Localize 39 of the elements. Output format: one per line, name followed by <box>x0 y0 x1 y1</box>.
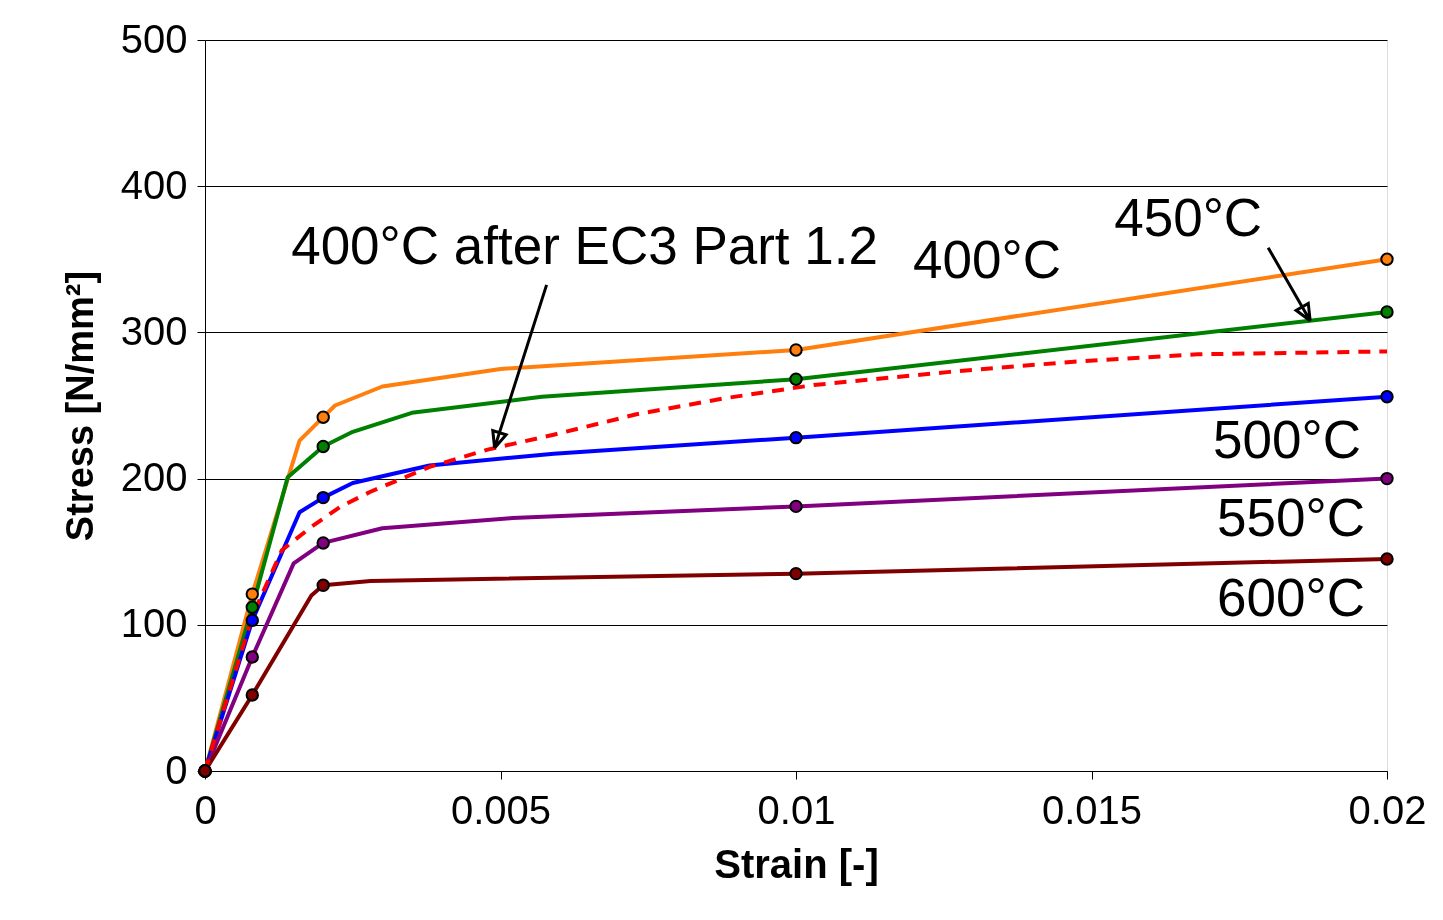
y-tick-label: 300 <box>120 308 188 353</box>
point <box>789 343 803 357</box>
point <box>1380 471 1394 486</box>
point <box>789 430 803 445</box>
point <box>245 650 259 664</box>
x-axis-title: Strain [-] <box>714 841 879 886</box>
x-tick-label: 0.015 <box>1041 787 1143 832</box>
annotation: 400°C after EC3 Part 1.2 <box>291 215 879 275</box>
x-tick-label: 0.01 <box>757 787 836 832</box>
x-tick-label: 0.02 <box>1348 787 1427 832</box>
x-tick-label: 0.005 <box>450 787 552 832</box>
point <box>316 536 330 550</box>
point <box>245 587 259 601</box>
y-tick-label: 0 <box>165 747 188 792</box>
point <box>316 410 330 424</box>
point <box>789 566 803 581</box>
point <box>1380 552 1394 566</box>
point <box>1380 252 1394 266</box>
point <box>789 372 803 386</box>
y-tick-label: 400 <box>120 162 188 207</box>
point <box>1380 305 1394 319</box>
annotation: 500°C <box>1213 410 1361 469</box>
annotation: 400°C <box>913 230 1061 289</box>
annotation: 450°C <box>1114 187 1263 247</box>
y-tick-label: 200 <box>120 455 188 500</box>
point <box>245 688 259 702</box>
point <box>789 499 803 514</box>
point <box>245 613 259 628</box>
annotation: 600°C <box>1217 568 1365 627</box>
point <box>245 600 259 614</box>
point <box>316 439 330 454</box>
point <box>1380 390 1394 404</box>
y-axis-title: Stress [N/mm²] <box>58 270 101 542</box>
y-tick-label: 500 <box>120 16 188 61</box>
y-tick-label: 100 <box>120 601 188 646</box>
annotation: 550°C <box>1217 488 1365 547</box>
x-tick-label: 0 <box>194 787 217 832</box>
point <box>316 490 330 505</box>
point <box>316 578 330 593</box>
